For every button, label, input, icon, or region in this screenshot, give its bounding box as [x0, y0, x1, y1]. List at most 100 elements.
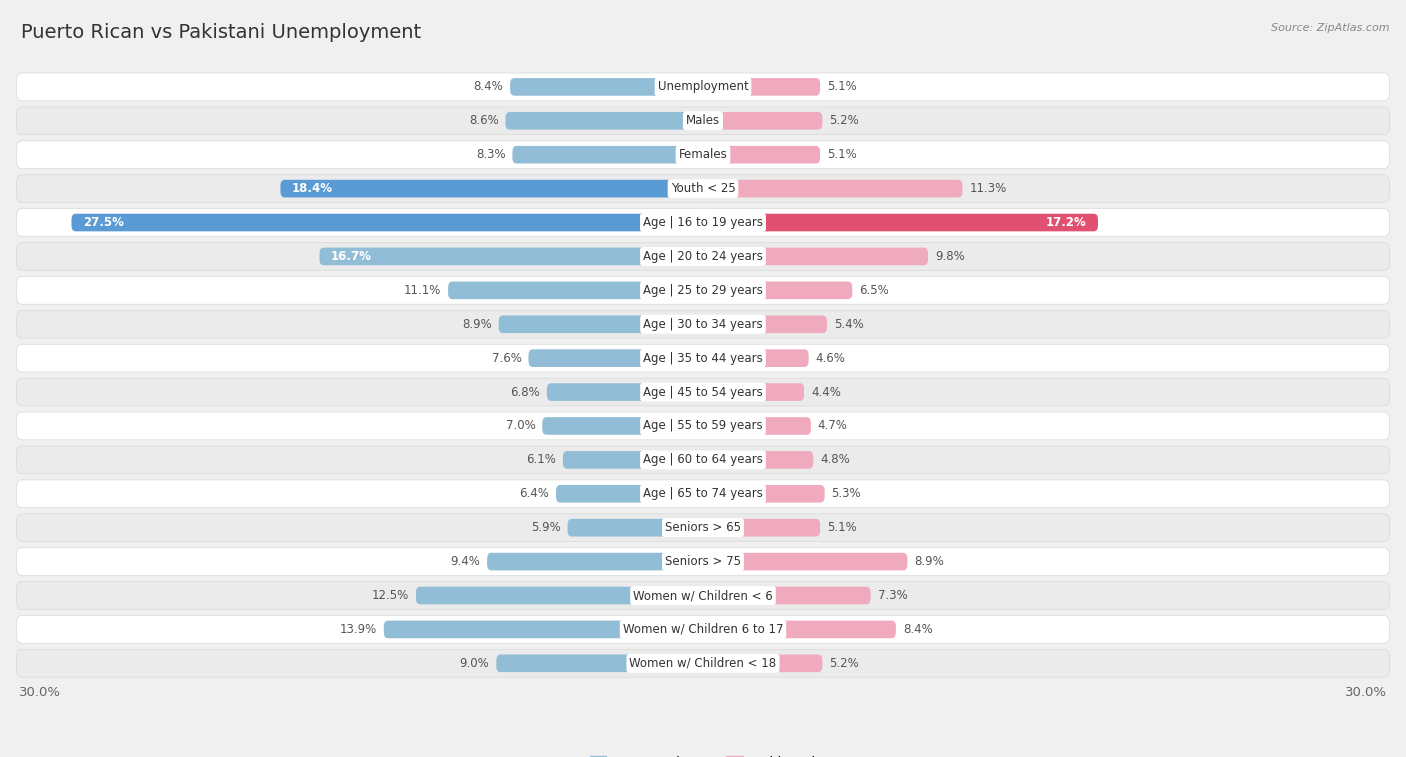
FancyBboxPatch shape	[547, 383, 703, 401]
Text: 5.2%: 5.2%	[830, 657, 859, 670]
Text: 8.4%: 8.4%	[474, 80, 503, 93]
Text: 8.9%: 8.9%	[463, 318, 492, 331]
Text: 6.5%: 6.5%	[859, 284, 889, 297]
FancyBboxPatch shape	[703, 587, 870, 604]
FancyBboxPatch shape	[17, 446, 1389, 474]
Text: Age | 65 to 74 years: Age | 65 to 74 years	[643, 488, 763, 500]
FancyBboxPatch shape	[17, 242, 1389, 270]
FancyBboxPatch shape	[17, 548, 1389, 575]
FancyBboxPatch shape	[319, 248, 703, 265]
Text: 17.2%: 17.2%	[1046, 216, 1087, 229]
Text: 8.3%: 8.3%	[475, 148, 506, 161]
Text: 27.5%: 27.5%	[83, 216, 124, 229]
Text: Youth < 25: Youth < 25	[671, 182, 735, 195]
FancyBboxPatch shape	[280, 180, 703, 198]
FancyBboxPatch shape	[17, 378, 1389, 406]
Text: 30.0%: 30.0%	[1346, 686, 1388, 699]
FancyBboxPatch shape	[17, 344, 1389, 372]
FancyBboxPatch shape	[17, 480, 1389, 508]
FancyBboxPatch shape	[703, 180, 963, 198]
Text: Women w/ Children < 6: Women w/ Children < 6	[633, 589, 773, 602]
FancyBboxPatch shape	[703, 349, 808, 367]
FancyBboxPatch shape	[703, 417, 811, 435]
FancyBboxPatch shape	[17, 209, 1389, 236]
Text: 6.4%: 6.4%	[519, 488, 550, 500]
FancyBboxPatch shape	[703, 146, 820, 164]
Text: 11.3%: 11.3%	[969, 182, 1007, 195]
Text: Source: ZipAtlas.com: Source: ZipAtlas.com	[1271, 23, 1389, 33]
Text: Seniors > 75: Seniors > 75	[665, 555, 741, 568]
FancyBboxPatch shape	[562, 451, 703, 469]
Text: Age | 60 to 64 years: Age | 60 to 64 years	[643, 453, 763, 466]
FancyBboxPatch shape	[703, 316, 827, 333]
Text: 5.4%: 5.4%	[834, 318, 863, 331]
Text: 4.6%: 4.6%	[815, 352, 845, 365]
FancyBboxPatch shape	[703, 383, 804, 401]
FancyBboxPatch shape	[512, 146, 703, 164]
FancyBboxPatch shape	[17, 175, 1389, 203]
FancyBboxPatch shape	[703, 451, 813, 469]
FancyBboxPatch shape	[17, 141, 1389, 169]
FancyBboxPatch shape	[17, 310, 1389, 338]
Text: 11.1%: 11.1%	[404, 284, 441, 297]
Text: 7.0%: 7.0%	[506, 419, 536, 432]
Text: 5.1%: 5.1%	[827, 148, 856, 161]
Text: Seniors > 65: Seniors > 65	[665, 521, 741, 534]
FancyBboxPatch shape	[543, 417, 703, 435]
FancyBboxPatch shape	[17, 107, 1389, 135]
FancyBboxPatch shape	[568, 519, 703, 537]
Text: 9.4%: 9.4%	[450, 555, 481, 568]
Text: Age | 25 to 29 years: Age | 25 to 29 years	[643, 284, 763, 297]
FancyBboxPatch shape	[384, 621, 703, 638]
Text: 16.7%: 16.7%	[330, 250, 371, 263]
FancyBboxPatch shape	[416, 587, 703, 604]
Text: 8.9%: 8.9%	[914, 555, 943, 568]
FancyBboxPatch shape	[17, 514, 1389, 541]
FancyBboxPatch shape	[529, 349, 703, 367]
Text: 8.6%: 8.6%	[468, 114, 499, 127]
FancyBboxPatch shape	[17, 276, 1389, 304]
Legend: Puerto Rican, Pakistani: Puerto Rican, Pakistani	[583, 750, 823, 757]
Text: 5.1%: 5.1%	[827, 80, 856, 93]
Text: 6.1%: 6.1%	[526, 453, 555, 466]
Text: 9.8%: 9.8%	[935, 250, 965, 263]
FancyBboxPatch shape	[555, 485, 703, 503]
FancyBboxPatch shape	[506, 112, 703, 129]
FancyBboxPatch shape	[486, 553, 703, 571]
Text: 4.7%: 4.7%	[818, 419, 848, 432]
FancyBboxPatch shape	[499, 316, 703, 333]
FancyBboxPatch shape	[703, 248, 928, 265]
Text: Unemployment: Unemployment	[658, 80, 748, 93]
Text: Women w/ Children < 18: Women w/ Children < 18	[630, 657, 776, 670]
FancyBboxPatch shape	[17, 650, 1389, 678]
FancyBboxPatch shape	[703, 213, 1098, 232]
Text: Women w/ Children 6 to 17: Women w/ Children 6 to 17	[623, 623, 783, 636]
Text: 5.1%: 5.1%	[827, 521, 856, 534]
Text: 30.0%: 30.0%	[18, 686, 60, 699]
Text: Females: Females	[679, 148, 727, 161]
Text: 4.8%: 4.8%	[820, 453, 849, 466]
Text: 5.9%: 5.9%	[531, 521, 561, 534]
FancyBboxPatch shape	[703, 519, 820, 537]
FancyBboxPatch shape	[703, 553, 907, 571]
FancyBboxPatch shape	[72, 213, 703, 232]
Text: 12.5%: 12.5%	[371, 589, 409, 602]
Text: 4.4%: 4.4%	[811, 385, 841, 399]
Text: Age | 45 to 54 years: Age | 45 to 54 years	[643, 385, 763, 399]
Text: 7.6%: 7.6%	[492, 352, 522, 365]
FancyBboxPatch shape	[449, 282, 703, 299]
FancyBboxPatch shape	[703, 112, 823, 129]
FancyBboxPatch shape	[703, 78, 820, 95]
FancyBboxPatch shape	[17, 581, 1389, 609]
Text: Age | 55 to 59 years: Age | 55 to 59 years	[643, 419, 763, 432]
FancyBboxPatch shape	[496, 655, 703, 672]
Text: Age | 35 to 44 years: Age | 35 to 44 years	[643, 352, 763, 365]
Text: 8.4%: 8.4%	[903, 623, 932, 636]
FancyBboxPatch shape	[17, 73, 1389, 101]
Text: Males: Males	[686, 114, 720, 127]
Text: 9.0%: 9.0%	[460, 657, 489, 670]
FancyBboxPatch shape	[703, 485, 825, 503]
Text: Age | 30 to 34 years: Age | 30 to 34 years	[643, 318, 763, 331]
Text: 7.3%: 7.3%	[877, 589, 907, 602]
FancyBboxPatch shape	[703, 655, 823, 672]
